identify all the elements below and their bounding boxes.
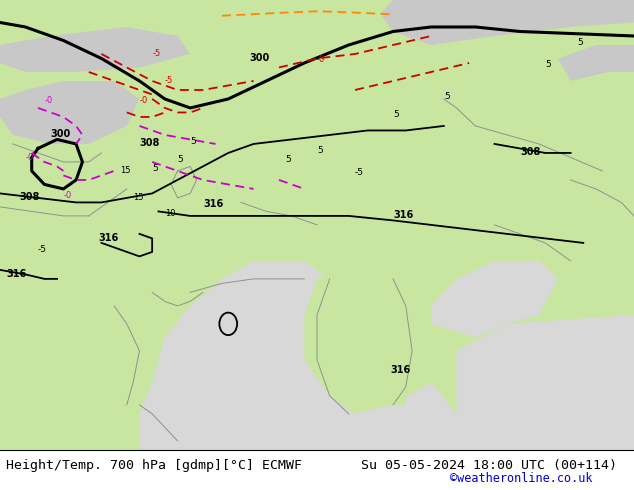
Polygon shape bbox=[0, 0, 634, 450]
Polygon shape bbox=[558, 45, 634, 81]
Polygon shape bbox=[0, 27, 190, 72]
Polygon shape bbox=[139, 261, 456, 450]
Text: 316: 316 bbox=[203, 199, 223, 209]
Text: 5: 5 bbox=[285, 155, 291, 164]
Text: -0: -0 bbox=[25, 153, 34, 162]
Polygon shape bbox=[0, 270, 139, 450]
Text: Height/Temp. 700 hPa [gdmp][°C] ECMWF: Height/Temp. 700 hPa [gdmp][°C] ECMWF bbox=[6, 459, 302, 471]
Text: -5: -5 bbox=[355, 169, 364, 177]
Polygon shape bbox=[387, 382, 406, 405]
Text: 5: 5 bbox=[152, 164, 158, 173]
Text: -0: -0 bbox=[317, 55, 325, 64]
Polygon shape bbox=[139, 315, 634, 450]
Text: 5: 5 bbox=[178, 155, 183, 164]
Text: 5: 5 bbox=[393, 110, 399, 119]
Text: -5: -5 bbox=[165, 76, 173, 85]
Text: 316: 316 bbox=[393, 210, 413, 220]
Text: ©weatheronline.co.uk: ©weatheronline.co.uk bbox=[450, 472, 593, 485]
Text: 5: 5 bbox=[190, 137, 196, 146]
Text: 308: 308 bbox=[19, 192, 39, 202]
Text: 316: 316 bbox=[390, 366, 410, 375]
Polygon shape bbox=[0, 81, 139, 144]
Text: 5: 5 bbox=[444, 92, 450, 101]
Text: 5: 5 bbox=[317, 146, 323, 155]
Polygon shape bbox=[304, 261, 456, 414]
Polygon shape bbox=[380, 0, 634, 45]
Polygon shape bbox=[431, 261, 558, 337]
Text: -0: -0 bbox=[63, 191, 72, 200]
Text: -5: -5 bbox=[38, 245, 47, 254]
Text: 10: 10 bbox=[165, 209, 176, 218]
Text: 15: 15 bbox=[120, 166, 131, 175]
Text: -0: -0 bbox=[139, 97, 148, 105]
Text: -0: -0 bbox=[44, 97, 53, 105]
Text: 308: 308 bbox=[520, 147, 540, 157]
Text: -5: -5 bbox=[152, 49, 160, 58]
Text: 15: 15 bbox=[133, 193, 144, 202]
Text: 300: 300 bbox=[250, 53, 270, 63]
Text: 316: 316 bbox=[98, 233, 119, 243]
Text: 316: 316 bbox=[6, 269, 27, 279]
Text: 5: 5 bbox=[545, 60, 551, 70]
Text: 308: 308 bbox=[139, 138, 160, 148]
Polygon shape bbox=[558, 216, 634, 306]
Text: 5: 5 bbox=[577, 38, 583, 47]
Text: Su 05-05-2024 18:00 UTC (00+114): Su 05-05-2024 18:00 UTC (00+114) bbox=[361, 459, 618, 471]
Text: 300: 300 bbox=[51, 129, 71, 139]
